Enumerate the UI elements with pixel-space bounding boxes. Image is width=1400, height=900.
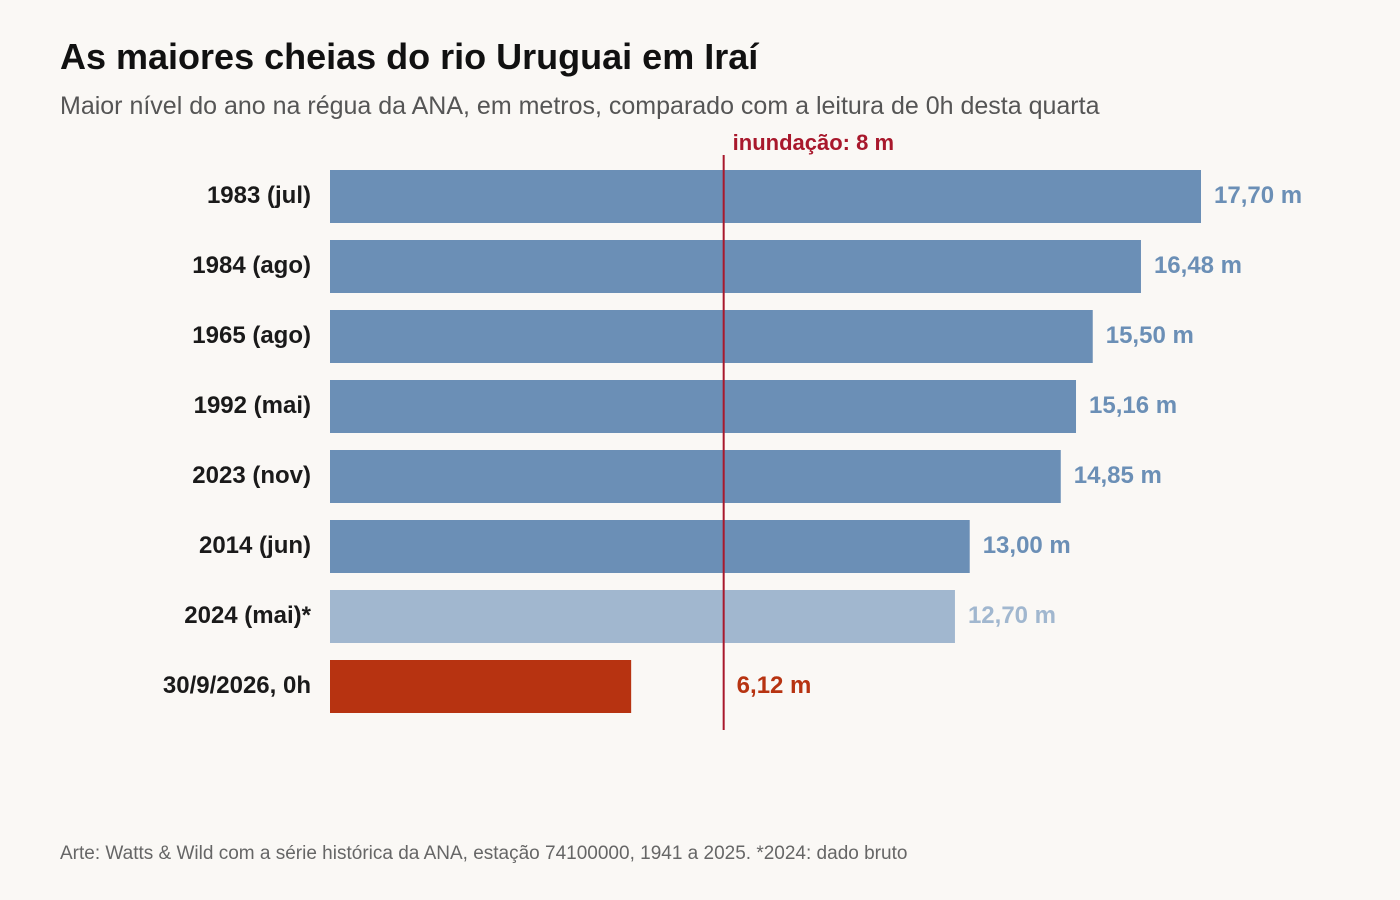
bar — [330, 170, 1201, 223]
value-label: 15,16 m — [1089, 392, 1177, 419]
threshold-layer: inundação: 8 m — [722, 130, 894, 730]
bar — [330, 660, 632, 713]
bar — [330, 310, 1093, 363]
value-label: 14,85 m — [1074, 462, 1162, 489]
category-label: 2023 (nov) — [192, 462, 311, 489]
category-label: 1984 (ago) — [192, 252, 311, 279]
source-note: Arte: Watts & Wild com a série histórica… — [60, 843, 908, 864]
chart-title: As maiores cheias do rio Uruguai em Iraí — [60, 36, 759, 77]
category-label: 2024 (mai)* — [184, 602, 311, 629]
bar — [330, 590, 955, 643]
value-label: 15,50 m — [1106, 322, 1194, 349]
chart-subtitle: Maior nível do ano na régua da ANA, em m… — [60, 92, 1100, 120]
bars-layer — [330, 170, 1201, 713]
category-label: 2014 (jun) — [199, 532, 311, 559]
bar-chart: 1983 (jul) 17,70 m 1984 (ago) 16,48 m 1965 (… — [163, 130, 1302, 730]
category-label: 30/9/2026, 0h — [163, 672, 311, 699]
bar — [330, 450, 1061, 503]
bar — [330, 240, 1141, 293]
category-label: 1983 (jul) — [207, 182, 311, 209]
bar — [330, 520, 970, 573]
labels-layer: 1983 (jul) 17,70 m 1984 (ago) 16,48 m 1965 (… — [163, 182, 1302, 699]
value-label: 13,00 m — [983, 532, 1071, 559]
category-label: 1965 (ago) — [192, 322, 311, 349]
value-label: 17,70 m — [1214, 182, 1302, 209]
value-label: 12,70 m — [968, 602, 1056, 629]
category-label: 1992 (mai) — [194, 392, 311, 419]
value-label: 16,48 m — [1154, 252, 1242, 279]
value-label: 6,12 m — [737, 672, 812, 699]
bar — [330, 380, 1077, 433]
threshold-label: inundação: 8 m — [733, 130, 894, 155]
